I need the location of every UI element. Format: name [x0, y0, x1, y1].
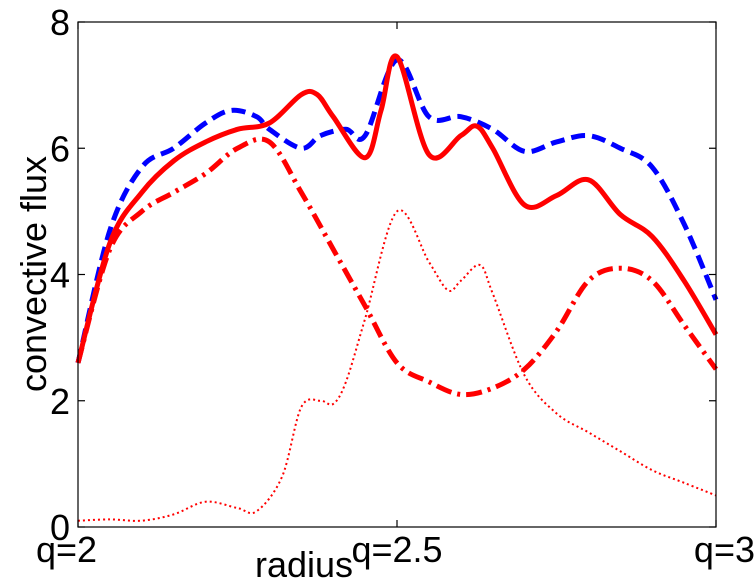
y-tick-label: 6 — [50, 128, 70, 169]
x-tick-label: q=3 — [694, 529, 755, 570]
y-tick-label: 0 — [50, 507, 70, 548]
series-line-4 — [77, 209, 717, 522]
tick-layer: q=2 q=2.5 q=3 0 2 4 6 8 — [36, 2, 755, 570]
series-line-1 — [75, 57, 719, 364]
y-axis-title: convective flux — [13, 156, 54, 392]
x-tick-label: q=2 — [36, 529, 97, 570]
x-tick-label: q=2.5 — [351, 529, 442, 570]
y-tick-label: 8 — [50, 2, 70, 43]
series-line-3 — [75, 136, 719, 398]
y-tick-label: 2 — [50, 381, 70, 422]
series-line-2 — [75, 53, 719, 364]
series-layer — [75, 53, 719, 522]
x-axis-title: radius — [255, 544, 353, 581]
y-tick-label: 4 — [50, 255, 70, 296]
